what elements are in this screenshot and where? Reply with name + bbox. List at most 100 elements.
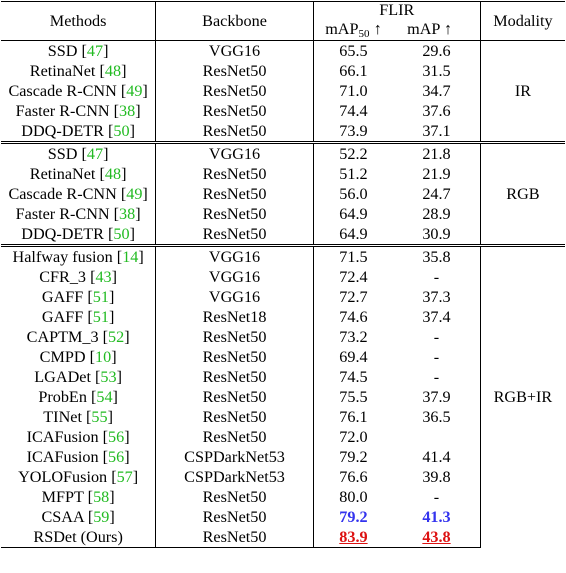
method-cell: DDQ-DETR [50] bbox=[1, 121, 157, 143]
citation-link[interactable]: 57 bbox=[116, 468, 133, 486]
method-cell: DDQ-DETR [50] bbox=[1, 224, 157, 246]
citation-link[interactable]: 51 bbox=[92, 308, 109, 326]
method-name: GAFF bbox=[41, 308, 84, 326]
method-cell: ICAFusion [56] bbox=[1, 447, 157, 467]
backbone-cell: VGG16 bbox=[155, 287, 314, 307]
citation-link[interactable]: 47 bbox=[86, 42, 104, 60]
map50-cell: 69.4 bbox=[313, 347, 393, 367]
map-cell: 29.6 bbox=[393, 40, 481, 61]
method-name: TINet bbox=[43, 408, 82, 426]
citation-link[interactable]: 58 bbox=[93, 488, 110, 506]
citation-link[interactable]: 54 bbox=[96, 388, 113, 406]
citation-link[interactable]: 48 bbox=[104, 62, 122, 80]
results-table: Methods Backbone FLIR Modality mAP50 ↑ m… bbox=[1, 0, 565, 548]
method-name: DDQ-DETR bbox=[21, 225, 104, 243]
method-cell: TINet [55] bbox=[1, 407, 157, 427]
map50-value: 76.6 bbox=[339, 468, 368, 486]
map50-value: 76.1 bbox=[339, 408, 368, 426]
method-name: RetinaNet bbox=[29, 165, 96, 183]
table-row: SSD [47] VGG16 52.2 21.8 RGB bbox=[1, 141, 565, 246]
map-cell: 36.5 bbox=[393, 407, 480, 427]
map50-value: 74.4 bbox=[339, 102, 368, 120]
map-value: - bbox=[433, 368, 440, 386]
map-cell: 41.4 bbox=[393, 447, 480, 467]
method-cell: Faster R-CNN [38] bbox=[1, 101, 157, 121]
citation-link[interactable]: 56 bbox=[108, 428, 125, 446]
table-row: GAFF [51] VGG16 72.7 37.3 bbox=[1, 287, 565, 307]
backbone-cell: ResNet50 bbox=[155, 487, 314, 507]
citation-link[interactable]: 14 bbox=[122, 248, 139, 266]
map50-cell: 51.2 bbox=[313, 164, 393, 184]
method-name: Cascade R-CNN bbox=[8, 185, 117, 203]
map50-cell: 72.0 bbox=[313, 427, 393, 447]
map50-cell: 73.9 bbox=[313, 121, 393, 143]
citation-link[interactable]: 51 bbox=[92, 288, 109, 306]
map50-value: 73.9 bbox=[339, 122, 368, 140]
backbone-cell: ResNet50 bbox=[155, 347, 314, 367]
method-name: Cascade R-CNN bbox=[8, 82, 117, 100]
backbone-cell: ResNet50 bbox=[155, 204, 314, 224]
modality-cell: RGB+IR bbox=[479, 244, 565, 548]
citation-link[interactable]: 48 bbox=[104, 165, 122, 183]
table-row: YOLOFusion [57] CSPDarkNet53 76.6 39.8 bbox=[1, 467, 565, 487]
map-value: 36.5 bbox=[422, 408, 451, 426]
citation-link[interactable]: 50 bbox=[113, 122, 130, 140]
table-row: MFPT [58] ResNet50 80.0 - bbox=[1, 487, 565, 507]
method-name: SSD bbox=[47, 145, 78, 163]
backbone-cell: VGG16 bbox=[155, 141, 314, 164]
method-cell: YOLOFusion [57] bbox=[1, 467, 157, 487]
citation-link[interactable]: 59 bbox=[93, 508, 110, 526]
map50-header-prefix: mAP bbox=[325, 20, 359, 39]
method-name: ProbEn bbox=[38, 388, 87, 406]
method-name: MFPT bbox=[41, 488, 84, 506]
map50-cell: 52.2 bbox=[313, 141, 394, 164]
method-cell: GAFF [51] bbox=[1, 307, 157, 327]
table-row: ProbEn [54] ResNet50 75.5 37.9 bbox=[1, 387, 565, 407]
table-row: TINet [55] ResNet50 76.1 36.5 bbox=[1, 407, 565, 427]
map-value: - bbox=[433, 328, 440, 346]
citation-link[interactable]: 50 bbox=[113, 225, 130, 243]
citation-link[interactable]: 10 bbox=[95, 348, 112, 366]
citation-link[interactable]: 53 bbox=[100, 368, 117, 386]
map-value: 41.4 bbox=[422, 448, 451, 466]
map-value: 28.9 bbox=[422, 205, 451, 223]
table-row: Cascade R-CNN [49] ResNet50 56.0 24.7 bbox=[1, 184, 565, 204]
table-row: CSAA [59] ResNet50 79.2 41.3 bbox=[1, 507, 565, 527]
citation-link[interactable]: 52 bbox=[108, 328, 125, 346]
citation-link[interactable]: 56 bbox=[108, 448, 125, 466]
dataset-header: FLIR bbox=[313, 0, 481, 19]
backbone-cell: VGG16 bbox=[155, 244, 314, 267]
map50-value: 51.2 bbox=[339, 165, 368, 183]
table-row: Faster R-CNN [38] ResNet50 74.4 37.6 bbox=[1, 101, 565, 121]
backbone-cell: ResNet18 bbox=[155, 307, 314, 327]
map50-cell: 74.5 bbox=[313, 367, 393, 387]
map-cell: 28.9 bbox=[393, 204, 480, 224]
citation-link[interactable]: 49 bbox=[126, 185, 143, 203]
map50-cell: 73.2 bbox=[313, 327, 393, 347]
map50-value: 56.0 bbox=[339, 185, 368, 203]
map-value: 37.6 bbox=[422, 102, 451, 120]
table-row: ICAFusion [56] CSPDarkNet53 79.2 41.4 bbox=[1, 447, 565, 467]
map50-value: 74.5 bbox=[339, 368, 368, 386]
citation-link[interactable]: 38 bbox=[119, 205, 136, 223]
map-value: 39.8 bbox=[422, 468, 451, 486]
map-value: 41.3 bbox=[422, 508, 451, 526]
citation-link[interactable]: 47 bbox=[86, 145, 104, 163]
table-row: GAFF [51] ResNet18 74.6 37.4 bbox=[1, 307, 565, 327]
citation-link[interactable]: 49 bbox=[126, 82, 143, 100]
citation-link[interactable]: 55 bbox=[91, 408, 108, 426]
method-name: Faster R-CNN bbox=[15, 102, 110, 120]
map50-cell: 71.5 bbox=[313, 244, 394, 267]
table-row: Faster R-CNN [38] ResNet50 64.9 28.9 bbox=[1, 204, 565, 224]
map50-cell: 80.0 bbox=[313, 487, 393, 507]
map50-arrow-icon: ↑ bbox=[373, 20, 382, 39]
map-cell: 37.9 bbox=[393, 387, 480, 407]
map-cell: 30.9 bbox=[393, 224, 480, 246]
backbone-cell: ResNet50 bbox=[155, 61, 314, 81]
map50-cell: 65.5 bbox=[313, 40, 394, 61]
map50-value: 72.7 bbox=[339, 288, 368, 306]
citation-link[interactable]: 38 bbox=[119, 102, 136, 120]
map-value: 21.8 bbox=[422, 145, 451, 163]
backbone-cell: ResNet50 bbox=[155, 224, 314, 246]
citation-link[interactable]: 43 bbox=[95, 268, 112, 286]
